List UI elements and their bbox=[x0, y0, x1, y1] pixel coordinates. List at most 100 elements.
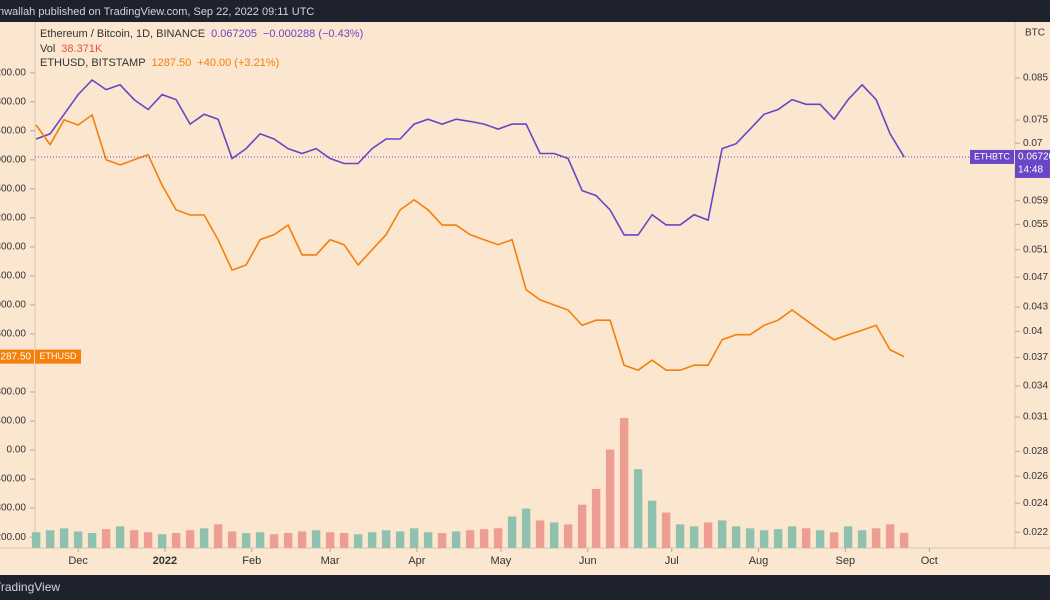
volume-bar bbox=[115, 526, 125, 548]
volume-bar bbox=[759, 530, 769, 548]
x-tick-label: Dec bbox=[68, 555, 88, 567]
volume-bar bbox=[605, 449, 615, 548]
volume-bar bbox=[339, 533, 349, 548]
y2-tick-label: 0.026 bbox=[1023, 471, 1048, 482]
volume-bar bbox=[297, 531, 307, 548]
volume-bar bbox=[521, 508, 531, 548]
volume-bar bbox=[409, 528, 419, 548]
legend-row: Vol 38.371K bbox=[40, 43, 103, 55]
x-tick-label: Jun bbox=[579, 555, 597, 567]
y2-unit: BTC bbox=[1025, 28, 1045, 39]
y2-tick-label: 0.051 bbox=[1023, 244, 1048, 255]
volume-bar bbox=[535, 520, 545, 548]
volume-bar bbox=[31, 532, 41, 548]
y-tick-label: 3600.00 bbox=[0, 184, 26, 195]
y2-tick-label: 0.04 bbox=[1023, 326, 1043, 337]
volume-bar bbox=[255, 532, 265, 548]
volume-bar bbox=[101, 529, 111, 548]
y-tick-label: 5200.00 bbox=[0, 67, 26, 78]
axes: 5200.00 4800.00 4400.00 4000.00 3600.00 3200.… bbox=[0, 67, 1048, 566]
volume-bar bbox=[199, 528, 209, 548]
volume-bar bbox=[843, 526, 853, 548]
legend-last: 0.067205 bbox=[211, 28, 257, 40]
price-label: 0.067205 bbox=[1018, 152, 1050, 163]
volume-bar bbox=[619, 418, 629, 548]
y2-tick-label: 0.059 bbox=[1023, 195, 1048, 206]
x-tick-label: Sep bbox=[836, 555, 856, 567]
y-tick-label: 2400.00 bbox=[0, 271, 26, 282]
volume-bar bbox=[549, 522, 559, 548]
x-tick-label: Jul bbox=[665, 555, 679, 567]
y-tick-label: 4400.00 bbox=[0, 125, 26, 136]
volume-bar bbox=[45, 530, 55, 548]
legend-name: Ethereum / Bitcoin, 1D, BINANCE bbox=[40, 28, 205, 40]
volume-bar bbox=[395, 531, 405, 548]
volume-bar bbox=[269, 534, 279, 548]
y2-tick-label: 0.055 bbox=[1023, 219, 1048, 230]
x-tick-label: 2022 bbox=[153, 555, 177, 567]
volume-bar bbox=[213, 524, 223, 548]
volume-bar bbox=[185, 530, 195, 548]
tag-box bbox=[970, 149, 1014, 164]
volume-bar bbox=[507, 516, 517, 548]
price-label: 1287.50 bbox=[0, 351, 31, 362]
y-tick-label: -1200.00 bbox=[0, 532, 26, 543]
countdown-label: 14:48 bbox=[1018, 165, 1043, 176]
volume-bar bbox=[381, 530, 391, 548]
volume-bar bbox=[283, 533, 293, 548]
x-tick-label: Oct bbox=[921, 555, 938, 567]
volume-bar bbox=[885, 524, 895, 548]
volume-bar bbox=[689, 526, 699, 548]
price-box bbox=[0, 349, 34, 364]
volume-bar bbox=[451, 531, 461, 548]
x-tick-label: Apr bbox=[408, 555, 425, 567]
y-tick-label: 2800.00 bbox=[0, 242, 26, 253]
volume-bar bbox=[661, 512, 671, 548]
series-line bbox=[35, 113, 905, 372]
footer: TradingView bbox=[0, 580, 60, 594]
volume-bar bbox=[493, 528, 503, 548]
volume-bar bbox=[325, 532, 335, 548]
volume-bar bbox=[423, 532, 433, 548]
legend-change: −0.000288 (−0.43%) bbox=[263, 28, 363, 40]
volume-bar bbox=[647, 500, 657, 548]
x-tick-label: Aug bbox=[749, 555, 769, 567]
series-line bbox=[35, 78, 905, 236]
y-tick-label: -400.00 bbox=[0, 474, 26, 485]
y2-tick-label: 0.037 bbox=[1023, 352, 1048, 363]
x-tick-label: Feb bbox=[242, 555, 261, 567]
y2-tick-label: 0.028 bbox=[1023, 446, 1048, 457]
volume-bar bbox=[745, 528, 755, 548]
legend-name: Vol bbox=[40, 43, 55, 55]
y2-tick-label: 0.031 bbox=[1023, 412, 1048, 423]
volume-bar bbox=[143, 532, 153, 548]
volume-bar bbox=[773, 529, 783, 548]
y-tick-label: 4000.00 bbox=[0, 154, 26, 165]
volume-bar bbox=[157, 534, 167, 548]
price-box bbox=[1015, 149, 1050, 178]
volume-bar bbox=[353, 534, 363, 548]
legend-row: ETHUSD, BITSTAMP 1287.50 +40.00 (+3.21%) bbox=[40, 57, 279, 69]
volume-bar bbox=[367, 532, 377, 548]
volume-bar bbox=[171, 533, 181, 548]
y-tick-label: 1600.00 bbox=[0, 329, 26, 340]
legend-last: 1287.50 bbox=[152, 57, 192, 69]
y-tick-label: 800.00 bbox=[0, 387, 26, 398]
x-tick-label: May bbox=[491, 555, 512, 567]
volume-bar bbox=[829, 532, 839, 548]
legend-last: 38.371K bbox=[61, 43, 103, 55]
volume-bar bbox=[59, 528, 69, 548]
x-tick-label: Mar bbox=[321, 555, 340, 567]
volume-bar bbox=[129, 530, 139, 548]
byline: nwallah published on TradingView.com, Se… bbox=[0, 6, 314, 18]
y2-tick-label: 0.024 bbox=[1023, 498, 1048, 509]
volume-bar bbox=[717, 520, 727, 548]
y-tick-label: 4800.00 bbox=[0, 96, 26, 107]
volume-bar bbox=[731, 526, 741, 548]
volume-bar bbox=[87, 533, 97, 548]
volume-bar bbox=[563, 524, 573, 548]
volume-bar bbox=[241, 533, 251, 548]
legend-change: +40.00 (+3.21%) bbox=[197, 57, 279, 69]
volume-bar bbox=[633, 469, 643, 548]
volume-bar bbox=[787, 526, 797, 548]
